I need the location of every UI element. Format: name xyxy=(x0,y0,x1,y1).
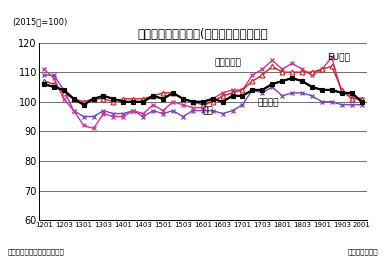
Text: アジア向け: アジア向け xyxy=(215,59,242,68)
Text: (2015年=100): (2015年=100) xyxy=(13,18,68,27)
Text: （資料）財務省「貿易統計」: （資料）財務省「貿易統計」 xyxy=(8,249,64,255)
Text: （年・四半期）: （年・四半期） xyxy=(348,249,378,255)
Text: EU向け: EU向け xyxy=(327,53,350,62)
Text: 米国向け: 米国向け xyxy=(257,99,279,108)
Text: 全体: 全体 xyxy=(203,106,213,115)
Title: 地域別輸出数量指数(季節調整値）の推移: 地域別輸出数量指数(季節調整値）の推移 xyxy=(137,28,268,41)
